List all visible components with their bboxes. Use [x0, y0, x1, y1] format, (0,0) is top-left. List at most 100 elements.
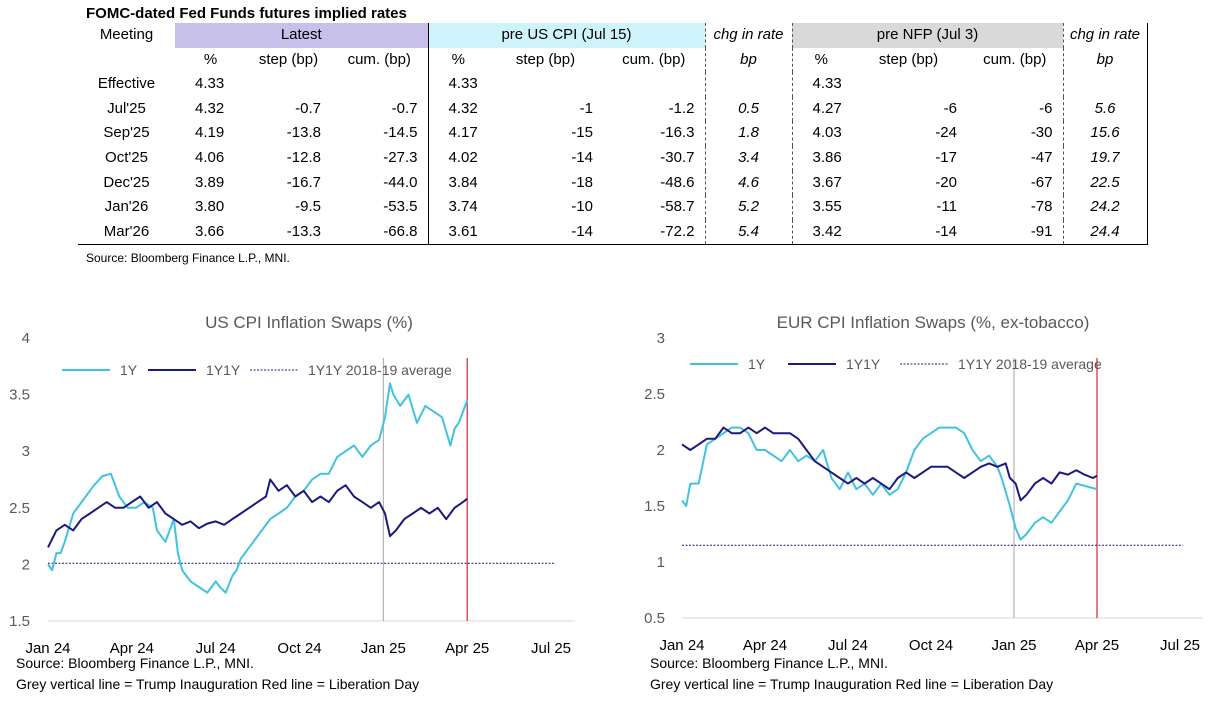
cpi-step-header: step (bp)	[515, 50, 576, 68]
x-tick-label: Apr 24	[743, 637, 787, 654]
meeting-cell: Jul'25	[107, 99, 146, 117]
x-tick-label: Jul 24	[828, 637, 868, 654]
left-lines-note: Grey vertical line = Trump Inauguration …	[16, 676, 420, 692]
latest-pct-header: %	[203, 50, 218, 68]
latest-step-cell: -13.3	[246, 219, 331, 246]
latest-step-cell: -13.8	[286, 124, 321, 142]
x-tick-label: Jan 24	[25, 640, 70, 657]
nfp-step-cell	[850, 72, 967, 97]
nfp-cum-cell: -67	[967, 170, 1064, 196]
table-group-header-row: Meeting Latest pre US CPI (Jul 15) chg i…	[78, 23, 1148, 48]
cpi-step-cell: -10	[571, 198, 593, 216]
chg-rate-cell-1	[705, 72, 793, 97]
nfp-cum-cell: -6	[967, 96, 1064, 122]
latest-cum-cell: -66.8	[331, 219, 429, 246]
nfp-cum-cell	[967, 72, 1064, 97]
cpi-cum-header: cum. (bp)	[603, 47, 706, 73]
y-tick-label: 1.5	[9, 613, 30, 630]
x-tick-label: Jul 25	[531, 640, 571, 657]
cpi-pct-cell: 3.61	[428, 219, 488, 246]
cpi-pct-cell: 4.02	[448, 148, 478, 166]
table-row: Jan'26 3.80 -9.5 -53.5 3.74 -10 -58.7 5.2 3.55 -1…	[78, 195, 1148, 220]
cpi-step-cell: -14	[571, 148, 593, 166]
nfp-cum-cell: -30	[967, 121, 1064, 146]
nfp-pct-cell: 3.67	[812, 173, 842, 191]
y-tick-label: 3	[657, 330, 665, 347]
cpi-pct-cell: 4.32	[448, 99, 478, 117]
y-tick-label: 4	[22, 330, 30, 347]
nfp-cum-cell: -78	[967, 195, 1064, 220]
pre-nfp-group-header: pre NFP (Jul 3)	[792, 23, 1064, 48]
x-tick-label: Apr 25	[1075, 637, 1119, 654]
legend-reference-label: 1Y1Y 2018-19 average	[958, 356, 1102, 372]
latest-cum-cell: -53.5	[331, 195, 429, 220]
latest-cum-cell: -14.5	[331, 121, 429, 146]
cpi-step-cell: -1	[579, 99, 593, 117]
nfp-cum-header: cum. (bp)	[967, 47, 1064, 73]
cpi-cum-cell: -48.6	[603, 170, 706, 196]
chg-bp-header-2: bp	[1063, 47, 1148, 73]
x-tick-label: Oct 24	[277, 640, 321, 657]
table-sub-header-row: % step (bp) cum. (bp) % step (bp) cum. (…	[78, 47, 1148, 73]
cpi-pct-cell: 4.33	[448, 75, 478, 93]
right-source-note: Source: Bloomberg Finance L.P., MNI.	[650, 655, 888, 671]
cpi-step-cell	[488, 72, 603, 97]
table-row: Mar'26 3.66 -13.3 -66.8 3.61 -14 -72.2 5.4 3.42-…	[78, 219, 1148, 246]
chart-title: EUR CPI Inflation Swaps (%, ex-tobacco)	[777, 313, 1090, 332]
fed-funds-table: Meeting Latest pre US CPI (Jul 15) chg i…	[78, 23, 1148, 246]
chg-bp-header-1: bp	[705, 47, 793, 73]
pre-cpi-group-header: pre US CPI (Jul 15)	[428, 23, 706, 48]
latest-cum-cell: -27.3	[331, 145, 429, 171]
latest-cum-cell: -0.7	[331, 96, 429, 122]
latest-cum-cell	[331, 72, 429, 97]
y-tick-label: 2.5	[644, 386, 665, 403]
chg-rate-cell-2: 19.7	[1063, 145, 1148, 171]
legend-1y-label: 1Y	[748, 356, 766, 372]
latest-step-cell: -12.8	[286, 148, 321, 166]
series-1y1y-line	[47, 478, 468, 548]
chg-rate-cell-1: 5.2	[705, 195, 793, 220]
latest-pct-cell: 4.06	[195, 148, 225, 166]
cpi-cum-cell: -30.7	[603, 145, 706, 171]
latest-pct-cell: 4.33	[195, 75, 225, 93]
chg-rate-cell-2	[1063, 72, 1148, 97]
meeting-cell: Oct'25	[105, 148, 148, 166]
x-tick-label: Jul 25	[1160, 637, 1200, 654]
nfp-step-cell: -24	[935, 124, 957, 142]
chg-rate-header-2: chg in rate	[1063, 23, 1148, 48]
chg-rate-cell-1: 3.4	[705, 145, 793, 171]
cpi-cum-cell: -58.7	[603, 195, 706, 220]
x-tick-label: Apr 25	[445, 640, 489, 657]
nfp-pct-cell: 4.33	[812, 75, 842, 93]
latest-step-header: step (bp)	[258, 50, 319, 68]
x-tick-label: Jan 25	[361, 640, 406, 657]
meeting-cell: Mar'26	[78, 219, 175, 246]
latest-step-cell: -16.7	[286, 173, 321, 191]
nfp-step-cell: -14	[850, 219, 967, 246]
series-1y-line	[681, 426, 1098, 541]
legend-1y-label: 1Y	[120, 362, 138, 378]
nfp-step-cell: -20	[935, 173, 957, 191]
x-tick-label: Apr 24	[110, 640, 154, 657]
table-row: Dec'25 3.89 -16.7 -44.0 3.84 -18 -48.6 4.6 3.67 -…	[78, 170, 1148, 196]
us-cpi-swaps-chart: US CPI Inflation Swaps (%) 4 3.5 3 2.5 2 1.5 Ja…	[9, 313, 575, 657]
nfp-pct-header: %	[814, 50, 828, 68]
chg-rate-cell-2: 15.6	[1063, 121, 1148, 146]
latest-step-cell: -0.7	[295, 99, 321, 117]
y-tick-label: 3	[22, 443, 30, 460]
nfp-step-cell: -17	[935, 148, 957, 166]
latest-pct-cell: 3.66	[175, 219, 246, 246]
chg-rate-cell-1: 4.6	[705, 170, 793, 196]
latest-step-cell	[246, 72, 331, 97]
latest-cum-header: cum. (bp)	[331, 47, 429, 73]
cpi-cum-cell: -16.3	[603, 121, 706, 146]
cpi-pct-cell: 4.17	[448, 124, 478, 142]
cpi-cum-cell: -1.2	[603, 96, 706, 122]
chg-rate-cell-1: 5.4	[705, 219, 793, 246]
table-source: Source: Bloomberg Finance L.P., MNI.	[86, 251, 290, 265]
meeting-cell: Jan'26	[104, 198, 149, 216]
x-tick-label: Jan 24	[659, 637, 704, 654]
latest-group-header: Latest	[175, 23, 429, 48]
nfp-step-cell: -6	[943, 99, 957, 117]
legend-1y1y-label: 1Y1Y	[206, 362, 241, 378]
